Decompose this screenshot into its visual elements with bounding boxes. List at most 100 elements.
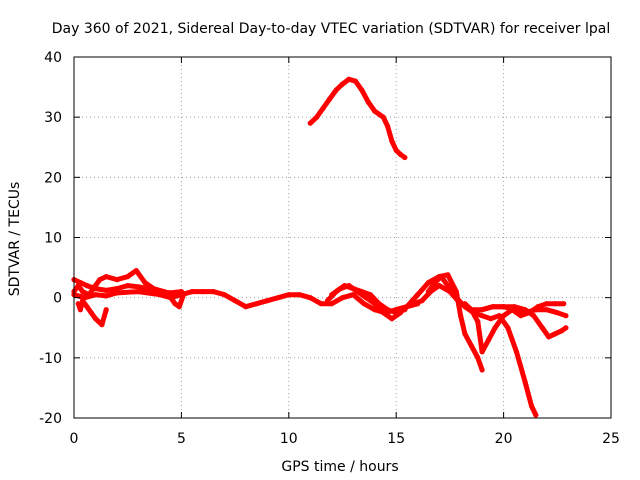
data-point	[402, 154, 408, 161]
data-point	[544, 307, 550, 313]
data-point	[539, 325, 545, 331]
data-point	[397, 151, 404, 158]
data-point	[125, 274, 131, 280]
data-point	[389, 138, 395, 144]
data-point	[479, 367, 485, 373]
data-point	[419, 298, 425, 304]
data-point	[404, 304, 410, 310]
data-point	[559, 328, 565, 334]
data-point	[337, 286, 343, 292]
data-point	[365, 99, 371, 105]
data-point	[359, 87, 365, 93]
y-axis-label: SDTVAR / TECUs	[7, 182, 23, 297]
chart-title: Day 360 of 2021, Sidereal Day-to-day VTE…	[52, 21, 610, 37]
data-point	[385, 123, 391, 129]
series-group	[71, 76, 569, 418]
data-point	[533, 412, 539, 418]
data-point	[535, 304, 541, 310]
data-point	[92, 292, 99, 298]
data-point	[447, 289, 453, 295]
data-point	[135, 284, 141, 290]
data-point	[544, 301, 550, 307]
data-point	[552, 301, 558, 307]
data-point	[486, 337, 492, 343]
data-point	[103, 287, 109, 293]
data-point	[84, 283, 90, 289]
data-point	[97, 277, 103, 283]
data-point	[479, 313, 485, 319]
data-point	[372, 301, 378, 307]
x-tick-label: 15	[387, 431, 405, 447]
data-point	[415, 292, 421, 298]
data-point	[563, 325, 569, 331]
data-point	[513, 349, 520, 355]
data-point	[84, 304, 90, 310]
y-tick-label: 40	[44, 50, 62, 66]
data-point	[329, 292, 335, 298]
series-line-arc-5	[168, 292, 186, 310]
data-point	[339, 295, 346, 301]
data-point	[389, 316, 395, 322]
data-point	[531, 313, 537, 319]
data-point	[75, 301, 81, 307]
data-point	[314, 114, 320, 120]
data-point	[428, 289, 434, 295]
data-point	[92, 316, 99, 322]
data-point	[320, 105, 326, 111]
data-point	[563, 313, 569, 319]
data-point	[462, 301, 468, 307]
data-point	[410, 301, 416, 307]
data-point	[445, 272, 451, 278]
data-point	[307, 120, 313, 126]
data-point	[172, 301, 178, 307]
data-point	[103, 293, 109, 299]
data-point	[488, 316, 494, 322]
data-point	[552, 331, 558, 337]
data-point	[380, 114, 386, 120]
data-point	[376, 111, 382, 117]
data-point	[324, 298, 331, 304]
data-point	[103, 307, 109, 313]
data-point	[522, 307, 528, 313]
data-point	[243, 304, 249, 310]
data-point	[505, 325, 511, 331]
data-point	[438, 274, 444, 280]
data-point	[380, 310, 386, 316]
data-point	[528, 403, 535, 409]
data-point	[168, 290, 174, 296]
data-point	[161, 289, 167, 295]
ticks: 0 5 10 15 20 25 -20 -10 0 10 20 30 40	[39, 50, 620, 447]
data-point	[501, 304, 507, 310]
data-point	[346, 76, 352, 82]
data-point	[468, 307, 474, 313]
data-point	[372, 108, 378, 114]
data-point	[157, 292, 163, 298]
x-tick-label: 25	[602, 431, 620, 447]
data-point	[327, 96, 333, 102]
data-point	[135, 289, 141, 295]
data-point	[150, 286, 157, 292]
x-tick-label: 10	[280, 431, 298, 447]
data-point	[88, 310, 94, 316]
data-point	[385, 307, 391, 313]
data-point	[350, 292, 356, 298]
y-tick-label: -20	[39, 411, 62, 427]
data-point	[232, 298, 238, 304]
data-point	[318, 301, 324, 307]
data-point	[275, 295, 281, 301]
data-point	[333, 87, 339, 93]
data-point	[425, 280, 431, 286]
data-point	[354, 289, 361, 295]
data-point	[554, 310, 560, 316]
data-point	[180, 292, 187, 298]
data-point	[168, 295, 174, 301]
data-point	[99, 322, 105, 328]
x-tick-label: 0	[70, 431, 79, 447]
data-point	[346, 283, 352, 289]
data-point	[501, 313, 507, 319]
data-point	[92, 283, 99, 289]
data-point	[393, 307, 399, 313]
data-point	[200, 289, 206, 295]
data-point	[75, 283, 81, 289]
